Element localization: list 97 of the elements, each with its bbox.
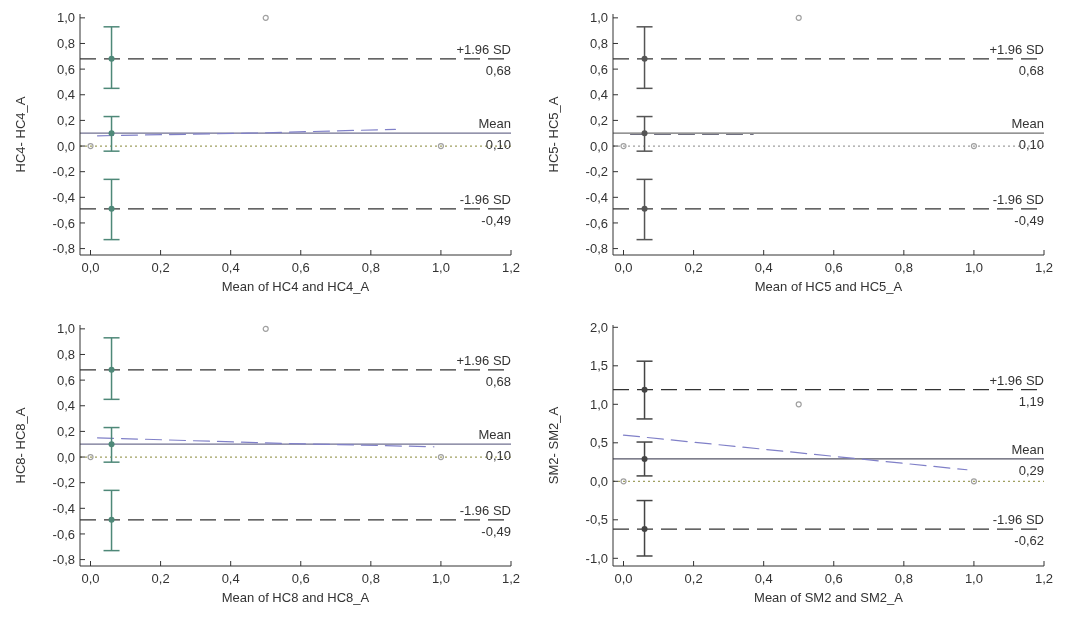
y-tick-label: 0,0	[589, 473, 608, 489]
x-tick-label: 1,0	[431, 260, 450, 275]
y-tick-label: -0,6	[52, 215, 75, 231]
ref-line-label: Mean	[478, 116, 511, 132]
x-tick-label: 0,8	[361, 260, 380, 275]
y-axis-title: HC8- HC8_A	[13, 407, 28, 484]
x-tick-label: 0,2	[151, 260, 170, 275]
x-tick-label: 0,6	[824, 260, 843, 275]
x-tick-label: 0,8	[894, 260, 913, 275]
y-tick-label: 0,0	[589, 138, 608, 154]
annotation: -0,49	[481, 523, 511, 539]
annotation: 0,68	[1018, 62, 1044, 78]
y-tick-label: 1,0	[56, 321, 75, 337]
annotation: 0,10	[485, 137, 511, 153]
x-tick-label: 1,2	[501, 260, 521, 275]
annotation: -0,49	[481, 212, 511, 228]
annotation: 0,29	[1018, 462, 1044, 478]
x-tick-label: 0,4	[221, 571, 240, 586]
y-tick-label: 0,6	[589, 61, 608, 77]
y-tick-label: 0,6	[56, 61, 75, 77]
y-tick-label: 0,2	[56, 112, 75, 128]
y-tick-label: 0,6	[56, 372, 75, 388]
y-tick-label: -0,4	[52, 500, 75, 516]
y-tick-label: 0,2	[56, 423, 75, 439]
ref-line-label: Mean	[1011, 116, 1044, 132]
x-tick-label: 1,2	[501, 571, 521, 586]
x-tick-label: 0,6	[291, 260, 310, 275]
x-axis-title: Mean of SM2 and SM2_A	[754, 590, 904, 605]
y-tick-label: -0,4	[585, 189, 608, 205]
y-tick-label: 0,0	[56, 138, 75, 154]
x-tick-label: 1,0	[964, 260, 983, 275]
y-tick-label: 1,0	[56, 10, 75, 26]
ref-line-label: +1.96 SD	[989, 41, 1044, 57]
x-tick-label: 0,4	[221, 260, 240, 275]
x-tick-label: 0,0	[614, 260, 633, 275]
x-axis-title: Mean of HC4 and HC4_A	[221, 279, 370, 294]
y-axis-title: HC5- HC5_A	[546, 96, 561, 173]
y-tick-label: 0,8	[589, 36, 608, 52]
x-tick-label: 1,0	[964, 571, 983, 586]
ref-line-label: Mean	[478, 427, 511, 443]
y-axis-title: SM2- SM2_A	[546, 406, 561, 485]
y-tick-label: 0,4	[56, 398, 75, 414]
y-tick-label: -0,2	[585, 164, 608, 180]
y-tick-label: -0,8	[52, 241, 75, 257]
ref-line-label: -1.96 SD	[459, 191, 511, 207]
ref-line-label: Mean	[1011, 441, 1044, 457]
y-tick-label: 0,8	[56, 347, 75, 363]
ref-line-label: +1.96 SD	[456, 41, 511, 57]
y-tick-label: -1,0	[585, 550, 608, 566]
x-tick-label: 0,4	[754, 571, 773, 586]
annotation: -0,49	[1014, 212, 1044, 228]
x-tick-label: 0,8	[894, 571, 913, 586]
ref-line-label: -1.96 SD	[992, 191, 1044, 207]
x-tick-label: 0,8	[361, 571, 380, 586]
x-tick-label: 0,4	[754, 260, 773, 275]
ref-line-label: -1.96 SD	[992, 512, 1044, 528]
annotation: 0,10	[485, 448, 511, 464]
ref-line-label: +1.96 SD	[989, 372, 1044, 388]
y-tick-label: 0,8	[56, 36, 75, 52]
y-tick-label: 1,0	[589, 396, 608, 412]
y-tick-label: 0,2	[589, 112, 608, 128]
y-tick-label: -0,6	[585, 215, 608, 231]
x-tick-label: 0,2	[151, 571, 170, 586]
y-tick-label: 0,4	[56, 87, 75, 103]
x-tick-label: 0,6	[824, 571, 843, 586]
annotation: 0,68	[485, 373, 511, 389]
y-tick-label: -0,6	[52, 526, 75, 542]
y-tick-label: 1,0	[589, 10, 608, 26]
x-tick-label: 0,0	[81, 260, 100, 275]
annotation: 0,68	[485, 62, 511, 78]
x-tick-label: 0,0	[81, 571, 100, 586]
x-tick-label: 0,6	[291, 571, 310, 586]
x-tick-label: 1,0	[431, 571, 450, 586]
x-tick-label: 0,0	[614, 571, 633, 586]
x-axis-title: Mean of HC5 and HC5_A	[754, 279, 903, 294]
y-tick-label: -0,8	[52, 552, 75, 568]
y-tick-label: -0,4	[52, 189, 75, 205]
y-tick-label: 0,5	[589, 435, 608, 451]
y-tick-label: -0,5	[585, 512, 608, 528]
annotation: -0,62	[1014, 533, 1044, 549]
annotation: 0,10	[1018, 137, 1044, 153]
annotation: 1,19	[1018, 393, 1044, 409]
y-tick-label: 0,0	[56, 449, 75, 465]
y-tick-label: 0,4	[589, 87, 608, 103]
y-tick-label: 2,0	[589, 319, 608, 335]
x-tick-label: 1,2	[1034, 571, 1054, 586]
ref-line-label: +1.96 SD	[456, 352, 511, 368]
y-tick-label: -0,2	[52, 475, 75, 491]
y-axis-title: HC4- HC4_A	[13, 96, 28, 173]
x-tick-label: 1,2	[1034, 260, 1054, 275]
y-tick-label: -0,2	[52, 164, 75, 180]
y-tick-label: 1,5	[589, 358, 608, 374]
x-tick-label: 0,2	[684, 571, 703, 586]
ref-line-label: -1.96 SD	[459, 502, 511, 518]
x-axis-title: Mean of HC8 and HC8_A	[221, 590, 370, 605]
x-tick-label: 0,2	[684, 260, 703, 275]
y-tick-label: -0,8	[585, 241, 608, 257]
